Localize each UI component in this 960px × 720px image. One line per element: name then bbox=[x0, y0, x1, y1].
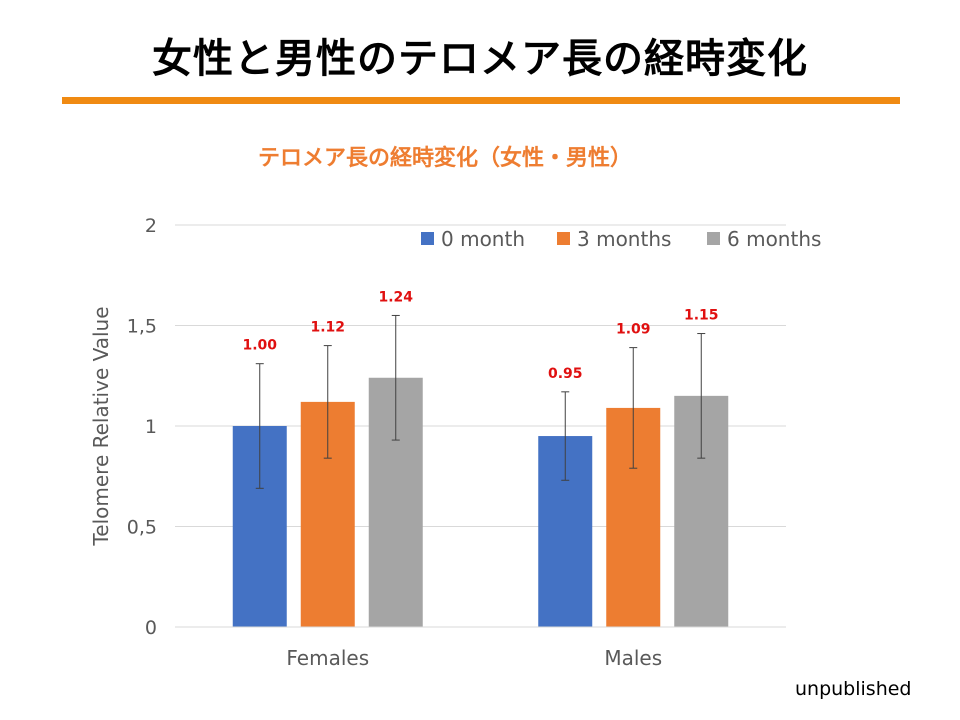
data-label: 1.15 bbox=[684, 308, 719, 324]
y-tick-label: 1,5 bbox=[127, 316, 157, 338]
data-label: 0.95 bbox=[548, 366, 583, 382]
y-tick-label: 0,5 bbox=[127, 517, 157, 539]
data-label: 1.24 bbox=[378, 289, 413, 305]
unpublished-note: unpublished bbox=[795, 678, 912, 700]
data-label: 1.00 bbox=[242, 338, 277, 354]
legend-label: 0 month bbox=[441, 227, 525, 251]
y-axis-label: Telomere Relative Value bbox=[89, 306, 113, 546]
y-tick-label: 1 bbox=[145, 416, 157, 438]
x-tick-label: Males bbox=[604, 646, 662, 670]
data-label: 1.09 bbox=[616, 322, 651, 338]
y-tick-label: 0 bbox=[145, 617, 157, 639]
slide-title: 女性と男性のテロメア長の経時変化 bbox=[152, 36, 808, 82]
chart-title: テロメア長の経時変化（女性・男性） bbox=[257, 146, 632, 171]
y-tick-label: 2 bbox=[145, 215, 157, 237]
legend-label: 3 months bbox=[577, 227, 671, 251]
legend-label: 6 months bbox=[727, 227, 821, 251]
data-label: 1.12 bbox=[310, 320, 345, 336]
legend-swatch bbox=[707, 232, 720, 245]
legend-swatch bbox=[557, 232, 570, 245]
x-tick-label: Females bbox=[286, 646, 369, 670]
legend-swatch bbox=[421, 232, 434, 245]
title-divider bbox=[62, 97, 900, 104]
